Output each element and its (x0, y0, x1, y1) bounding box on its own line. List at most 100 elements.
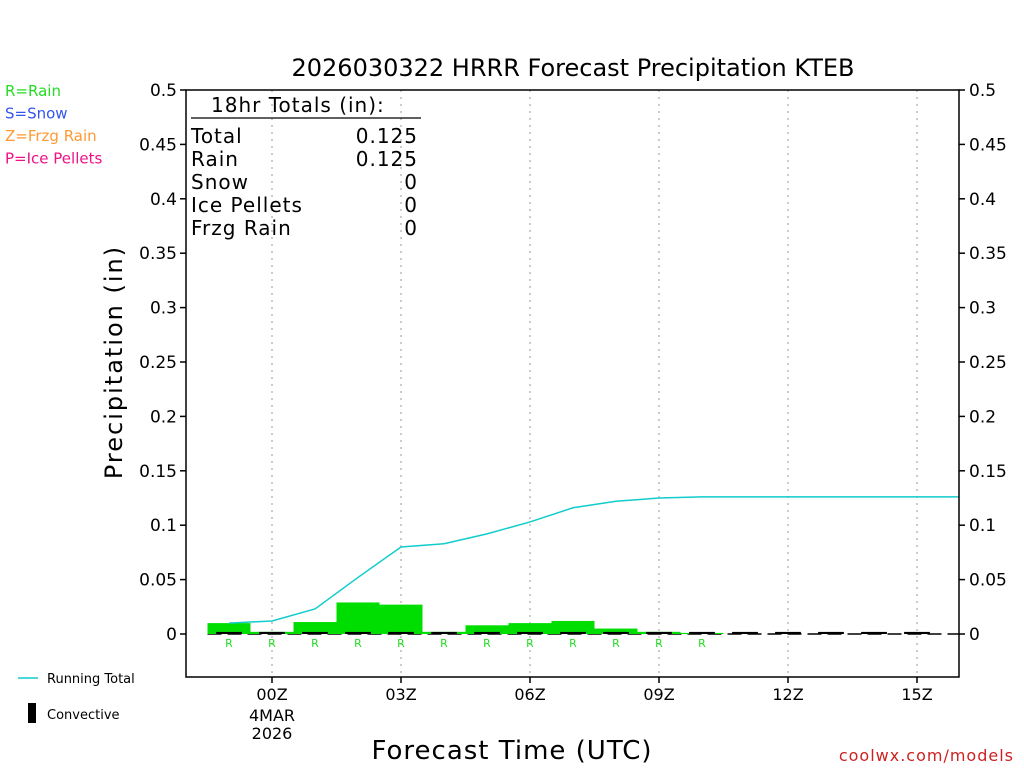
totals-box: 18hr Totals (in): Total 0.125 Rain 0.125 Snow… (190, 93, 421, 240)
ptype-marker: R (225, 637, 233, 650)
ptype-marker: R (612, 637, 620, 650)
y-tick-label-right: 0.2 (969, 407, 996, 427)
precip-bar (551, 620, 595, 634)
totals-row-value: 0.125 (356, 147, 418, 171)
totals-row-value: 0 (404, 170, 418, 194)
y-tick-label: 0.4 (150, 190, 177, 210)
totals-row-label: Total (190, 124, 243, 148)
grid-layer (207, 90, 959, 677)
convective-bar (861, 631, 887, 634)
convective-legend-swatch (28, 703, 36, 723)
convective-bar (474, 631, 500, 634)
y-tick-label-right: 0.4 (969, 190, 996, 210)
precip-bar (508, 623, 552, 634)
convective-bar (775, 631, 801, 634)
precip-bar (594, 628, 638, 634)
y-tick-label-right: 0.1 (969, 516, 996, 536)
ptype-marker: R (354, 637, 362, 650)
y-tick-label: 0.1 (150, 516, 177, 536)
y-axis-title: Precipitation (in) (100, 245, 128, 479)
ptype-legend-item: Z=Frzg Rain (5, 127, 97, 145)
y-tick-label-right: 0 (969, 625, 980, 645)
y-tick-label-right: 0.05 (969, 571, 1007, 591)
ptype-marker: R (268, 637, 276, 650)
ptype-marker: R (397, 637, 405, 650)
precip-bar (336, 602, 380, 634)
y-tick-label-right: 0.15 (969, 462, 1007, 482)
convective-bar (345, 631, 371, 634)
x-tick-label: 00Z (256, 685, 287, 704)
ptype-marker: R (483, 637, 491, 650)
totals-row-value: 0 (404, 216, 418, 240)
x-date-label: 4MAR (249, 706, 295, 725)
convective-bar (216, 631, 242, 634)
totals-row-label: Frzg Rain (191, 216, 292, 240)
y-tick-label: 0.05 (139, 571, 177, 591)
running-total-legend-label: Running Total (47, 672, 135, 687)
ptype-legend-item: R=Rain (5, 82, 61, 100)
credit-text: coolwx.com/models (839, 746, 1014, 765)
y-tick-label: 0.5 (150, 81, 177, 101)
ptype-legend-item: P=Ice Pellets (5, 150, 102, 168)
y-tick-label-right: 0.25 (969, 353, 1007, 373)
ptype-marker: R (440, 637, 448, 650)
y-tick-label-right: 0.3 (969, 299, 996, 319)
x-tick-label: 09Z (643, 685, 674, 704)
convective-legend-label: Convective (47, 708, 120, 723)
ptype-marker: R (698, 637, 706, 650)
y-tick-label-right: 0.45 (969, 135, 1007, 155)
convective-bar (818, 631, 844, 634)
convective-bar (388, 631, 414, 634)
y-tick-label: 0.15 (139, 462, 177, 482)
precip-bar (379, 604, 423, 634)
convective-bar (646, 631, 672, 634)
x-tick-label: 15Z (901, 685, 932, 704)
chart-title: 2026030322 HRRR Forecast Precipitation K… (291, 54, 854, 82)
totals-row-value: 0 (404, 193, 418, 217)
convective-bar (259, 631, 285, 634)
convective-bar (517, 631, 543, 634)
convective-bar (603, 631, 629, 634)
precip-bar (465, 625, 509, 634)
totals-row-label: Ice Pellets (191, 193, 303, 217)
totals-heading: 18hr Totals (in): (211, 93, 385, 117)
y-tick-label: 0.3 (150, 299, 177, 319)
convective-bar (302, 631, 328, 634)
running-total-line (228, 496, 959, 624)
y-tick-label: 0.25 (139, 353, 177, 373)
convective-bar (732, 631, 758, 634)
y-tick-label: 0 (166, 625, 177, 645)
convective-bar (431, 631, 457, 634)
x-tick-label: 06Z (514, 685, 545, 704)
convective-bar (689, 631, 715, 634)
totals-row-value: 0.125 (356, 124, 418, 148)
x-axis-title: Forecast Time (UTC) (371, 736, 652, 766)
precip-bar (207, 623, 251, 634)
y-tick-label-right: 0.35 (969, 244, 1007, 264)
line-layer (228, 496, 959, 624)
ptype-marker: R (526, 637, 534, 650)
legend-layer: R=Rain S=Snow Z=Frzg Rain P=Ice Pellets Runn… (5, 82, 135, 723)
y-tick-label: 0.2 (150, 407, 177, 427)
bars-layer (207, 602, 930, 634)
y-tick-label-right: 0.5 (969, 81, 996, 101)
precip-bar (293, 622, 337, 634)
x-year-label: 2026 (252, 724, 293, 743)
convective-bar (904, 631, 930, 634)
plot-frame (185, 89, 960, 678)
ptype-marker: R (655, 637, 663, 650)
x-tick-label: 12Z (772, 685, 803, 704)
y-tick-label: 0.45 (139, 135, 177, 155)
y-tick-label: 0.35 (139, 244, 177, 264)
axis-layer: 0 00.05 0.050.1 0.10.15 0.150.2 0.20.25 0.250.… (139, 81, 1007, 743)
convective-bar (560, 631, 586, 634)
totals-row-label: Rain (191, 147, 239, 171)
ptype-marker: R (569, 637, 577, 650)
ptype-legend-item: S=Snow (5, 105, 68, 123)
totals-row-label: Snow (191, 170, 249, 194)
ptype-marker: R (311, 637, 319, 650)
x-tick-label: 03Z (385, 685, 416, 704)
